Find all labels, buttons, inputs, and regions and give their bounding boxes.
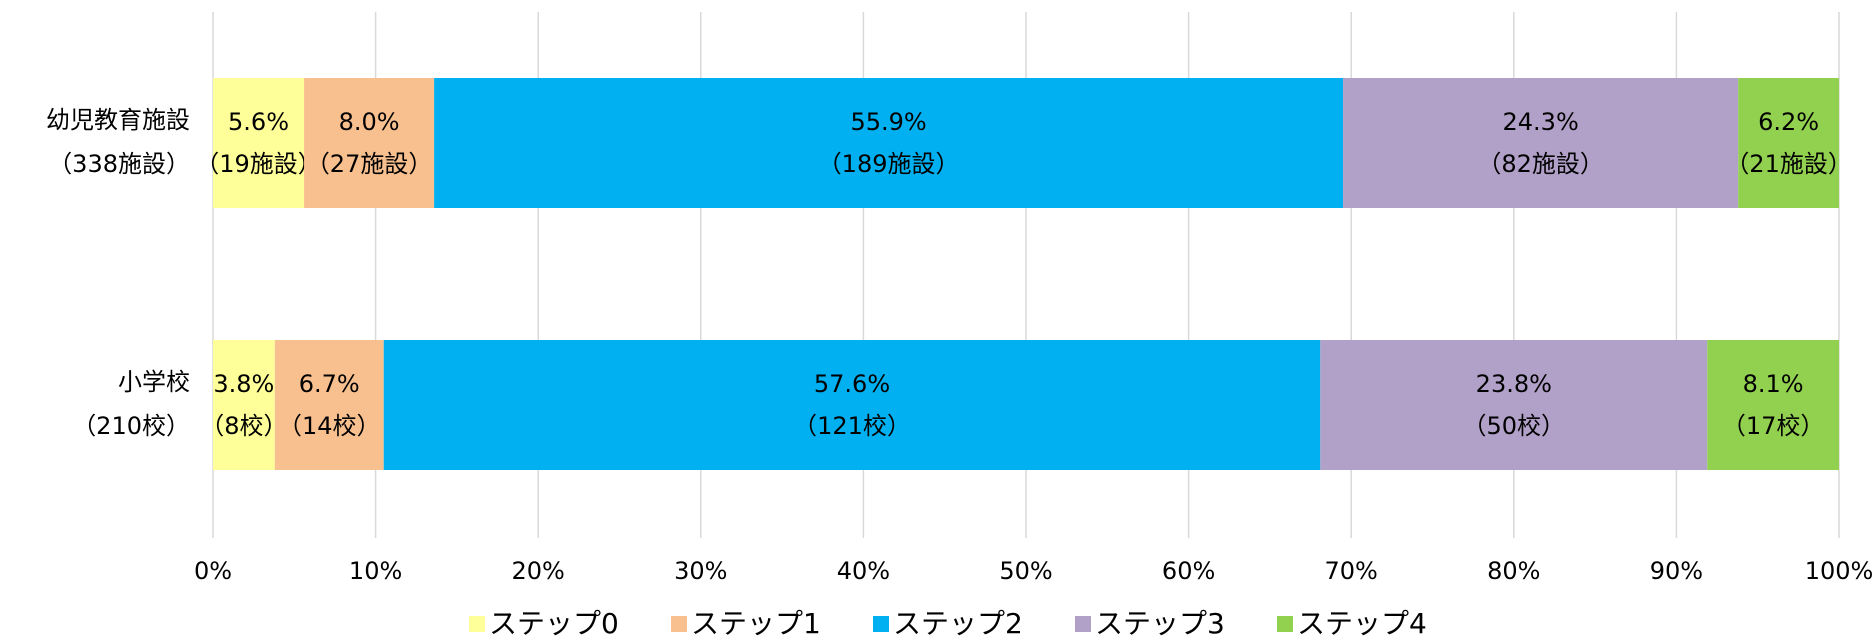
legend-label: ステップ4 — [1297, 607, 1427, 640]
legend-label: ステップ0 — [489, 607, 619, 640]
x-tick-label: 60% — [1162, 557, 1215, 585]
bar-segment — [434, 78, 1344, 208]
y-tick-label: 幼児教育施設 — [46, 106, 190, 134]
x-tick-label: 10% — [349, 557, 402, 585]
data-label: 23.8% — [1476, 370, 1552, 398]
count-label: （189施設） — [818, 150, 960, 178]
count-label: （50校） — [1463, 412, 1566, 440]
legend-swatch — [1277, 616, 1293, 632]
count-label: （14校） — [278, 412, 381, 440]
bar-segment — [1320, 340, 1708, 470]
legend-swatch — [1075, 616, 1091, 632]
legend-swatch — [873, 616, 889, 632]
legend-label: ステップ3 — [1095, 607, 1225, 640]
data-label: 57.6% — [814, 370, 890, 398]
count-label: （17校） — [1722, 412, 1825, 440]
data-label: 6.2% — [1758, 108, 1819, 136]
count-label: （121校） — [793, 412, 911, 440]
bar-segment — [304, 78, 435, 208]
bar-segment — [213, 78, 305, 208]
count-label: （27施設） — [306, 150, 433, 178]
count-label: （21施設） — [1725, 150, 1852, 178]
x-tick-label: 40% — [837, 557, 890, 585]
data-label: 8.0% — [339, 108, 400, 136]
count-label: （19施設） — [195, 150, 322, 178]
data-label: 5.6% — [228, 108, 289, 136]
count-label: （82施設） — [1477, 150, 1604, 178]
x-tick-label: 100% — [1805, 557, 1874, 585]
x-tick-label: 30% — [674, 557, 727, 585]
legend-swatch — [469, 616, 485, 632]
data-label: 55.9% — [850, 108, 926, 136]
count-label: （8校） — [200, 412, 287, 440]
data-label: 3.8% — [213, 370, 274, 398]
x-tick-label: 50% — [999, 557, 1052, 585]
bar-segment — [213, 340, 275, 470]
x-tick-label: 90% — [1650, 557, 1703, 585]
x-tick-label: 0% — [194, 557, 232, 585]
y-tick-label: 小学校 — [118, 368, 190, 396]
y-tick-label: （210校） — [72, 412, 190, 440]
x-tick-label: 80% — [1487, 557, 1540, 585]
y-tick-label: （338施設） — [48, 150, 190, 178]
bar-segment — [1738, 78, 1839, 208]
data-label: 8.1% — [1743, 370, 1804, 398]
legend-swatch — [671, 616, 687, 632]
x-tick-label: 70% — [1325, 557, 1378, 585]
bar-segment — [274, 340, 384, 470]
bar-segment — [1343, 78, 1739, 208]
legend-label: ステップ2 — [893, 607, 1023, 640]
bar-segment — [1707, 340, 1839, 470]
data-label: 24.3% — [1503, 108, 1579, 136]
bar-segment — [383, 340, 1321, 470]
x-tick-label: 20% — [512, 557, 565, 585]
data-label: 6.7% — [299, 370, 360, 398]
legend-label: ステップ1 — [691, 607, 821, 640]
